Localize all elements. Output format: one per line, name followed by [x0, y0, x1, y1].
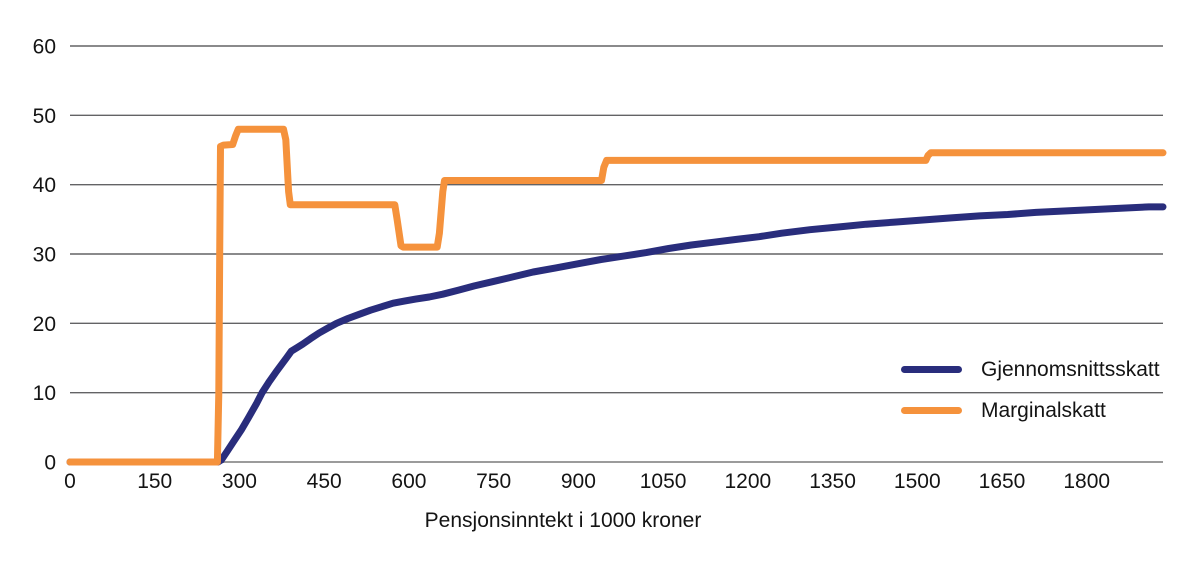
- x-tick-label: 1800: [1063, 470, 1110, 493]
- y-tick-label: 50: [33, 105, 56, 128]
- y-tick-label: 10: [33, 382, 56, 405]
- y-tick-label: 60: [33, 36, 56, 59]
- gjennomsnittsskatt-line-swatch-icon: [901, 366, 962, 373]
- legend: Gjennomsnittsskatt Marginalskatt: [901, 357, 1160, 423]
- legend-item-marginalskatt: Marginalskatt: [901, 398, 1160, 423]
- y-tick-label: 20: [33, 313, 56, 336]
- legend-label-marginalskatt: Marginalskatt: [981, 398, 1106, 422]
- y-tick-label: 0: [44, 452, 56, 475]
- marginalskatt-line: [66, 125, 1167, 466]
- x-tick-label: 150: [137, 470, 172, 493]
- y-tick-label: 30: [33, 244, 56, 267]
- x-tick-label: 1650: [979, 470, 1026, 493]
- x-tick-label: 1050: [640, 470, 687, 493]
- x-tick-label: 900: [561, 470, 596, 493]
- x-tick-label: 750: [476, 470, 511, 493]
- x-tick-label: 0: [64, 470, 76, 493]
- x-axis-title: Pensjonsinntekt i 1000 kroner: [424, 509, 702, 532]
- marginalskatt-line-swatch-icon: [901, 407, 962, 414]
- x-tick-label: 1500: [894, 470, 941, 493]
- x-tick-label: 450: [307, 470, 342, 493]
- x-tick-label: 600: [391, 470, 426, 493]
- gjennomsnittsskatt-line: [66, 203, 1167, 466]
- x-tick-label: 300: [222, 470, 257, 493]
- x-tick-label: 1350: [809, 470, 856, 493]
- y-tick-label: 40: [33, 174, 56, 197]
- legend-label-gjennomsnittsskatt: Gjennomsnittsskatt: [981, 357, 1160, 381]
- legend-item-gjennomsnittsskatt: Gjennomsnittsskatt: [901, 357, 1160, 382]
- x-tick-label: 1200: [724, 470, 771, 493]
